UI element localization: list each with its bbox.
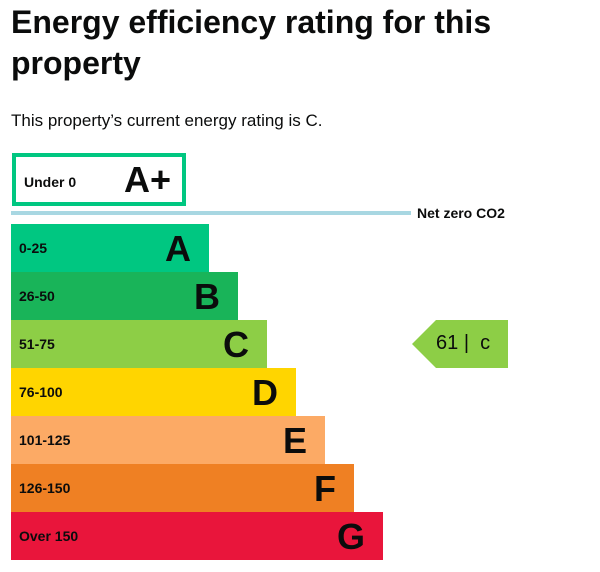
band-c: 51-75 C xyxy=(11,320,267,368)
band-e: 101-125 E xyxy=(11,416,325,464)
band-letter: B xyxy=(194,276,220,317)
band-range: 126-150 xyxy=(19,480,71,496)
band-range: Over 150 xyxy=(19,528,79,544)
band-letter: F xyxy=(314,468,336,509)
band-letter: G xyxy=(336,516,365,557)
band-letter: A+ xyxy=(124,159,172,200)
band-range: 76-100 xyxy=(19,384,63,400)
band-f: 126-150 F xyxy=(11,464,354,512)
page-title: Energy efficiency rating for this proper… xyxy=(11,4,492,81)
band-b: 26-50 B xyxy=(11,272,238,320)
band-range: 26-50 xyxy=(19,288,55,304)
band-letter: E xyxy=(282,420,307,461)
current-rating-text: 61 | c xyxy=(436,332,491,354)
band-d: 76-100 D xyxy=(11,368,296,416)
band-letter: D xyxy=(252,372,278,413)
band-g: Over 150 G xyxy=(11,512,383,560)
net-zero-label: Net zero CO2 xyxy=(417,205,505,221)
band-range: 51-75 xyxy=(19,336,55,352)
band-letter: C xyxy=(223,324,249,365)
band-range: Under 0 xyxy=(24,174,77,190)
band-letter: A xyxy=(165,228,191,269)
net-zero-line xyxy=(11,211,411,215)
band-a-plus: Under 0 A+ xyxy=(12,153,186,206)
band-a: 0-25 A xyxy=(11,224,209,272)
rating-summary: This property’s current energy rating is… xyxy=(11,111,323,130)
band-range: 101-125 xyxy=(19,432,71,448)
current-rating-pointer: 61 | c xyxy=(412,320,508,368)
band-range: 0-25 xyxy=(19,240,48,256)
